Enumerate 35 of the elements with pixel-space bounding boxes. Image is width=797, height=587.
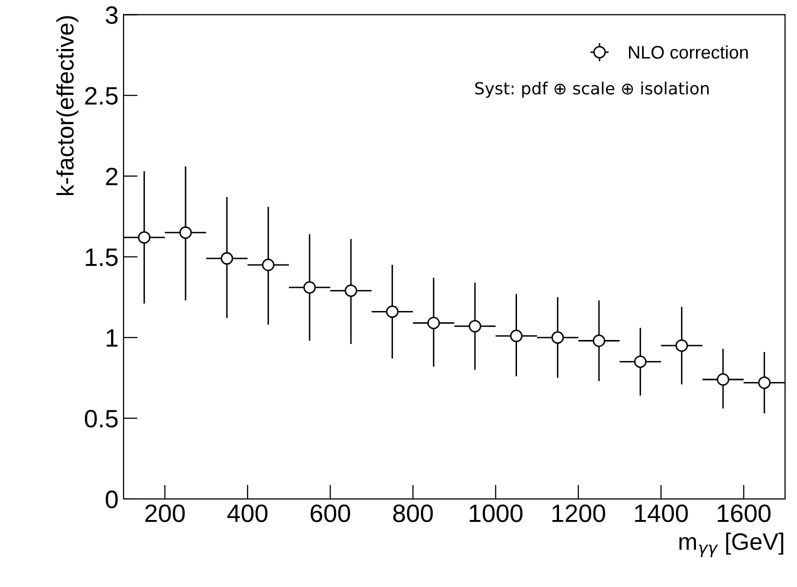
point — [262, 258, 274, 272]
y-tick-label: 0 — [106, 490, 118, 508]
y-tick-label: 2.5 — [85, 86, 118, 105]
y-tick-label: 1 — [106, 329, 118, 347]
point — [344, 284, 358, 297]
point — [138, 231, 150, 244]
x-tick-label: 200 — [145, 504, 185, 522]
point — [468, 320, 482, 332]
point — [551, 331, 564, 344]
y-axis-title: k-factor(effective) — [56, 16, 78, 196]
y-tick-label: 0.5 — [84, 410, 118, 428]
x-tick-label: 800 — [393, 504, 433, 522]
x-tick-label: 400 — [227, 504, 268, 522]
annotation: Syst: pdf ⊕ scale ⊕ isolation — [475, 82, 709, 98]
y-tick-label: 2 — [106, 168, 118, 186]
point — [634, 355, 647, 368]
y-tick-label: 3 — [106, 6, 118, 24]
x-tick-label: 1000 — [470, 504, 522, 522]
point — [592, 334, 606, 348]
x-tick-label: 1600 — [718, 504, 771, 522]
point — [386, 305, 399, 318]
x-tick-label: 600 — [310, 504, 350, 522]
legend-label: NLO correction — [629, 45, 748, 59]
x-tick-label: 1400 — [635, 504, 688, 522]
y-tick-label: 1.5 — [86, 248, 118, 266]
x-axis-title: m$_{γγ}$ [GeV] — [679, 532, 784, 558]
point — [758, 376, 771, 389]
point — [179, 226, 192, 239]
point — [716, 373, 730, 386]
point — [675, 339, 688, 352]
point — [510, 330, 523, 342]
point — [220, 252, 234, 265]
point — [303, 281, 316, 294]
point — [427, 316, 440, 330]
x-tick-label: 1200 — [552, 504, 606, 522]
